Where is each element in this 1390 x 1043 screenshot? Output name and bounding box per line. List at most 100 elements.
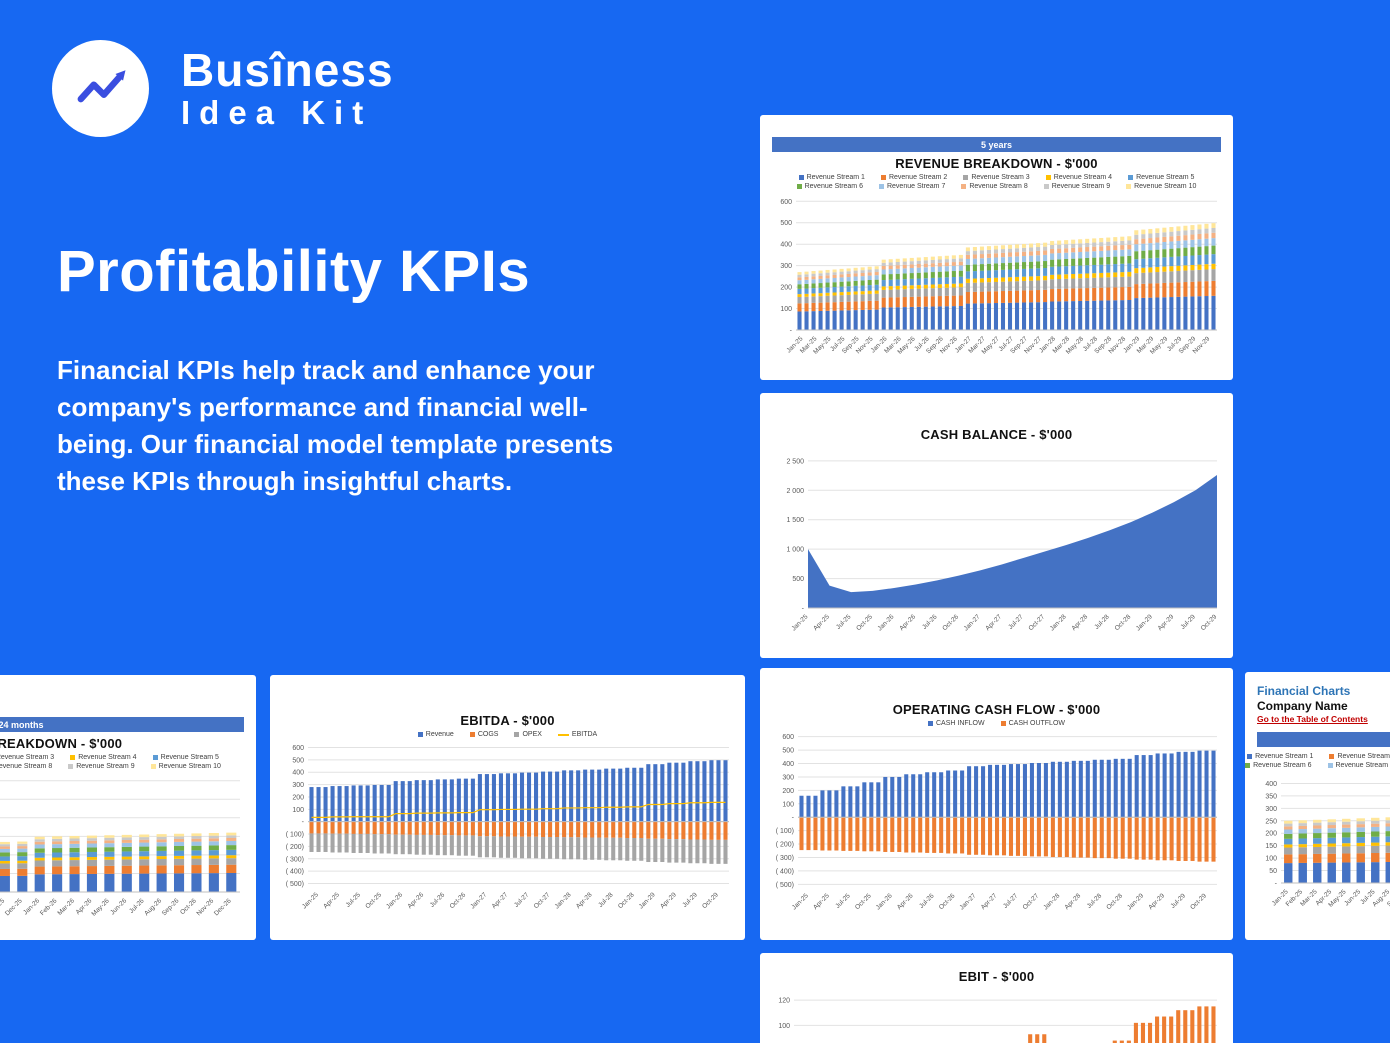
ebitda-svg: 600 500 400 300 200 100 - ( 100) ( 200) ( 300) ( 4… [286, 745, 729, 910]
legend-row: CASH INFLOW CASH OUTFLOW [768, 720, 1225, 727]
svg-text:May-26: May-26 [91, 897, 112, 918]
svg-text:( 500): ( 500) [286, 881, 304, 888]
svg-text:Apr-26: Apr-26 [898, 613, 917, 632]
svg-text:( 200): ( 200) [286, 844, 304, 851]
legend-label: Revenue Stream 6 [1253, 762, 1312, 769]
legend-label: COGS [477, 731, 499, 738]
svg-text:250: 250 [1265, 818, 1277, 825]
legend-label: Revenue Stream 10 [158, 763, 221, 770]
svg-text:Oct-26: Oct-26 [941, 613, 960, 632]
svg-text:600: 600 [292, 745, 304, 752]
svg-text:Apr-28: Apr-28 [1063, 892, 1082, 911]
ebit-card: EBIT - $'000 12010080604020-Jan-25Apr-25… [760, 953, 1233, 1043]
legend-item: Revenue Stream 3 [963, 174, 1030, 181]
svg-text:Apr-28: Apr-28 [575, 891, 594, 910]
mini-revenue-breakdown-chart: 400 350 300 250 200 150 100 50- Jan-25 Feb-25 Mar-… [1253, 771, 1390, 921]
chart-title: REVENUE BREAKDOWN - $'000 [0, 736, 123, 751]
svg-text:Oct-25: Oct-25 [364, 891, 383, 910]
legend-swatch [1000, 721, 1006, 726]
legend-label: Revenue Stream 8 [0, 763, 53, 770]
svg-text:Jul-25: Jul-25 [345, 891, 363, 909]
revenue-breakdown-5y-card: 5 years REVENUE BREAKDOWN - $'000 Revenu… [760, 115, 1233, 380]
svg-text:400: 400 [780, 242, 792, 249]
period-banner: 5 years [772, 137, 1221, 152]
legend-item: Revenue Stream 1 [1247, 753, 1313, 760]
svg-text:Dec-25: Dec-25 [4, 897, 24, 917]
ebit-chart: 12010080604020-Jan-25Apr-25Jul-25Oct-25J… [768, 990, 1225, 1043]
svg-text:Jan-26: Jan-26 [385, 891, 404, 910]
svg-text:Jul-28: Jul-28 [1086, 892, 1104, 910]
legend-swatch [927, 721, 933, 726]
svg-text:300: 300 [782, 774, 794, 781]
legend-label: Revenue Stream 7 [886, 183, 946, 190]
legend-label: Revenue Stream 2 [1337, 753, 1390, 760]
legend-swatch [878, 184, 884, 189]
legend-label: Revenue Stream 9 [1051, 183, 1111, 190]
svg-text:( 200): ( 200) [776, 842, 794, 849]
chart-legend: CASH INFLOW CASH OUTFLOW [768, 720, 1225, 727]
svg-text:Oct-29: Oct-29 [1200, 613, 1219, 632]
svg-text:500: 500 [780, 220, 792, 227]
svg-text:Jul-26: Jul-26 [918, 892, 936, 910]
svg-text:-: - [790, 328, 793, 335]
svg-text:Jan-25: Jan-25 [791, 892, 810, 911]
svg-text:Jul-29: Jul-29 [1179, 613, 1197, 631]
legend-label: EBITDA [571, 731, 598, 738]
period-banner: 24 months [0, 717, 244, 732]
legend-item: Revenue Stream 5 [1128, 174, 1194, 181]
svg-text:Jul-29: Jul-29 [681, 891, 699, 909]
legend-label: CASH INFLOW [935, 720, 985, 727]
svg-text:( 500): ( 500) [776, 882, 794, 889]
svg-text:Apr-27: Apr-27 [980, 892, 999, 911]
svg-text:350: 350 [1265, 793, 1277, 800]
chart-legend: Revenue COGS OPEX EBITDA [278, 731, 737, 738]
legend-label: Revenue Stream 10 [1134, 183, 1197, 190]
svg-text:Jan-26: Jan-26 [22, 897, 41, 916]
legend-label: Revenue Stream 7 [1335, 762, 1390, 769]
legend-item: Revenue [417, 731, 454, 738]
page-title: Profitability KPIs [57, 239, 531, 304]
legend-label: Revenue Stream 3 [0, 754, 55, 761]
svg-text:1 000: 1 000 [786, 547, 804, 554]
legend-label: Revenue Stream 9 [76, 763, 135, 770]
legend-item: Revenue Stream 9 [1043, 183, 1111, 190]
svg-text:Jul-28: Jul-28 [1093, 613, 1111, 631]
legend-swatch [1327, 763, 1333, 768]
svg-text:Jan-29: Jan-29 [1135, 613, 1154, 632]
company-name: Company Name [1257, 699, 1348, 713]
svg-text:500: 500 [792, 576, 804, 583]
legend-swatch [70, 755, 76, 760]
legend-swatch [1247, 754, 1253, 759]
legend-label: CASH OUTFLOW [1008, 720, 1065, 727]
period-banner-label: 24 months [0, 719, 44, 730]
svg-text:Apr-28: Apr-28 [1071, 613, 1090, 632]
legend-row: Revenue Stream 1 Revenue Stream 2 Revenue … [768, 174, 1225, 181]
svg-text:Oct-29: Oct-29 [1189, 892, 1208, 911]
svg-text:600: 600 [782, 734, 794, 741]
svg-text:Jul-26: Jul-26 [921, 613, 939, 631]
legend-label: Revenue Stream 6 [804, 183, 863, 190]
svg-text:( 400): ( 400) [776, 868, 794, 875]
legend-item: Revenue Stream 8 [961, 183, 1028, 190]
svg-text:Jul-26: Jul-26 [429, 891, 447, 909]
svg-text:Jan-25: Jan-25 [301, 891, 320, 910]
svg-text:Oct-25: Oct-25 [855, 613, 874, 632]
svg-text:200: 200 [782, 788, 794, 795]
period-banner [1257, 732, 1390, 747]
svg-text:Apr-27: Apr-27 [491, 891, 510, 910]
toc-link[interactable]: Go to the Table of Contents [1257, 714, 1368, 724]
svg-text:Oct-28: Oct-28 [1105, 892, 1124, 911]
legend-item: CASH INFLOW [927, 720, 985, 727]
svg-text:( 300): ( 300) [776, 855, 794, 862]
svg-text:Sep-26: Sep-26 [161, 897, 181, 917]
svg-text:Jun-25: Jun-25 [1343, 888, 1362, 907]
legend-item: Revenue Stream 1 [798, 174, 865, 181]
svg-text:300: 300 [292, 782, 304, 789]
svg-text:( 100): ( 100) [286, 832, 304, 839]
trend-arrow-icon [77, 69, 125, 102]
legend-item: Revenue Stream 4 [1045, 174, 1112, 181]
chart-legend: Revenue Stream 1 Revenue Stream 2 Revenue … [768, 174, 1225, 190]
svg-text:-: - [302, 819, 305, 826]
